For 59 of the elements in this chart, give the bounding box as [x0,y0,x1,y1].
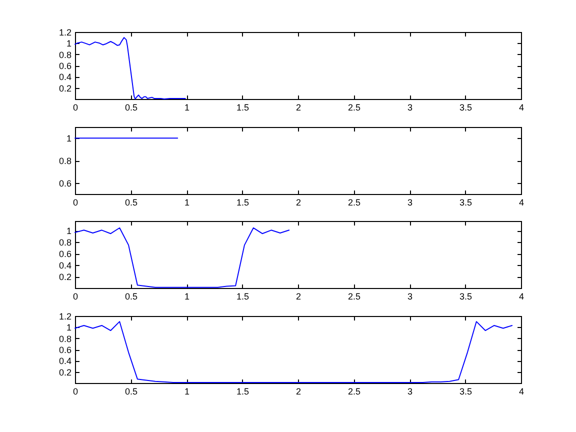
x-tick-label: 3.5 [459,102,472,112]
y-tick-label: 0.4 [58,260,72,271]
y-tick-label: 1 [66,38,72,49]
x-tick-label: 1.5 [236,197,250,207]
x-tick-label: 2 [296,292,302,302]
x-tick-label: 2.5 [348,102,361,112]
y-tick-label: 1 [66,133,72,144]
y-tick-label: 0.6 [58,249,72,260]
y-tick-label: 1 [66,322,72,332]
x-tick-label: 1.5 [236,292,250,302]
x-tick-label: 1.5 [236,386,250,396]
x-tick-label: 2.5 [348,386,361,396]
x-tick-label: 1 [184,292,190,302]
x-tick-label: 3 [407,102,413,112]
x-tick-label: 0 [72,197,78,207]
x-tick-label: 4 [518,197,524,207]
x-tick-label: 2 [296,197,302,207]
x-tick-label: 0.5 [124,102,138,112]
x-tick-label: 3 [407,197,413,207]
y-tick-label: 0.8 [58,156,72,166]
x-tick-label: 2 [296,386,302,396]
x-tick-label: 2 [296,102,302,112]
y-tick-label: 0.6 [58,344,72,354]
x-tick-label: 3 [407,386,413,396]
x-tick-label: 0.5 [124,386,138,396]
x-tick-label: 4 [518,386,524,396]
y-tick-label: 0.6 [58,178,72,188]
x-tick-label: 1 [184,102,190,112]
x-tick-label: 3.5 [459,197,472,207]
x-tick-label: 0 [72,292,78,302]
x-tick-label: 2.5 [348,292,361,302]
x-tick-label: 1 [184,197,190,207]
line-series [74,37,186,100]
x-tick-label: 0 [72,386,78,396]
y-tick-label: 0.8 [58,333,72,344]
x-tick-label: 3.5 [459,292,472,302]
y-tick-label: 0.2 [58,366,72,377]
y-tick-label: 1.2 [58,28,72,38]
x-tick-label: 4 [518,102,524,112]
y-tick-label: 1 [66,226,72,236]
y-tick-label: 0.8 [58,50,72,60]
x-tick-label: 3.5 [459,386,472,396]
x-tick-label: 1 [184,386,190,396]
y-tick-label: 0.2 [58,83,72,94]
y-tick-label: 0.8 [58,238,72,248]
y-tick-label: 0.2 [58,272,72,282]
x-tick-label: 1.5 [236,102,250,112]
y-tick-label: 0.6 [58,61,72,71]
y-tick-label: 0.4 [58,72,72,82]
x-tick-label: 4 [518,292,524,302]
x-tick-label: 0.5 [124,292,138,302]
y-tick-label: 0.4 [58,356,72,366]
x-tick-label: 3 [407,292,413,302]
line-series [74,320,513,382]
line-series [74,227,290,288]
x-tick-label: 2.5 [348,197,361,207]
x-tick-label: 0 [72,102,78,112]
y-tick-label: 1.2 [58,311,72,321]
x-tick-label: 0.5 [124,197,138,207]
